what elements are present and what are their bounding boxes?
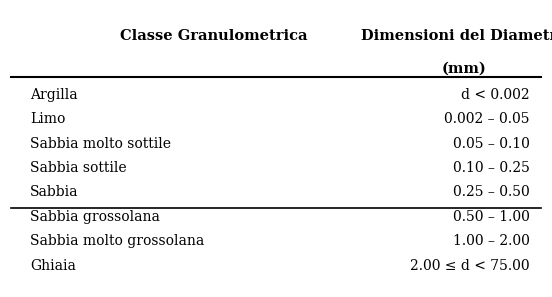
Text: Limo: Limo [30,112,66,127]
Text: Classe Granulometrica: Classe Granulometrica [120,29,307,43]
Text: 1.00 – 2.00: 1.00 – 2.00 [453,234,530,248]
Text: 0.05 – 0.10: 0.05 – 0.10 [453,137,530,151]
Text: Sabbia molto grossolana: Sabbia molto grossolana [30,234,205,248]
Text: 0.002 – 0.05: 0.002 – 0.05 [444,112,530,127]
Text: (mm): (mm) [441,61,486,75]
Text: 0.10 – 0.25: 0.10 – 0.25 [453,161,530,175]
Text: Argilla: Argilla [30,88,78,102]
Text: Sabbia: Sabbia [30,185,79,200]
Text: 2.00 ≤ d < 75.00: 2.00 ≤ d < 75.00 [410,258,530,273]
Text: Dimensioni del Diametro: Dimensioni del Diametro [360,29,552,43]
Text: Ghiaia: Ghiaia [30,258,76,273]
Text: Sabbia molto sottile: Sabbia molto sottile [30,137,171,151]
Text: 0.25 – 0.50: 0.25 – 0.50 [453,185,530,200]
Text: Sabbia grossolana: Sabbia grossolana [30,210,160,224]
Text: d < 0.002: d < 0.002 [461,88,530,102]
Text: Sabbia sottile: Sabbia sottile [30,161,127,175]
Text: 0.50 – 1.00: 0.50 – 1.00 [453,210,530,224]
